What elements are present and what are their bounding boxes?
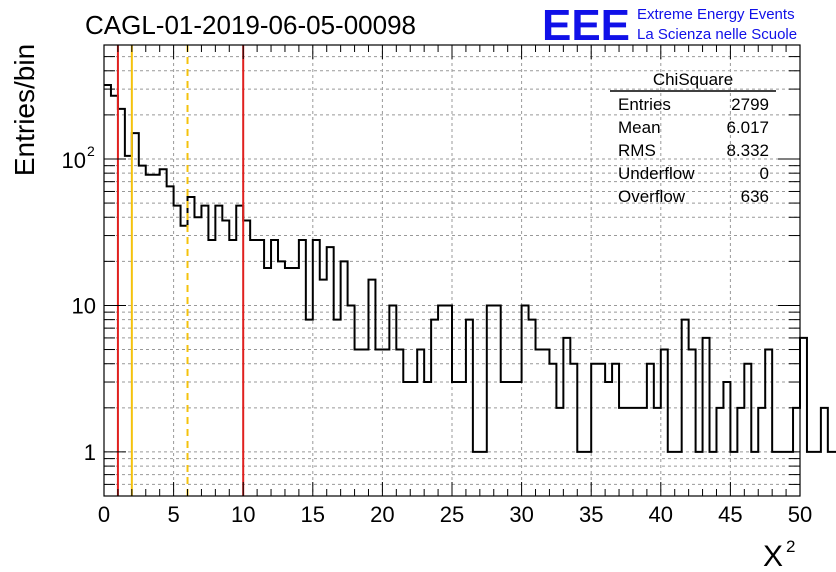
stats-row-label: RMS bbox=[618, 141, 656, 160]
stats-box: ChiSquare Entries 2799 Mean 6.017 RMS 8.332 Un… bbox=[610, 70, 776, 206]
logo-line1: Extreme Energy Events bbox=[637, 6, 795, 23]
stats-row-label: Underflow bbox=[618, 164, 695, 183]
x-tick-label: 45 bbox=[718, 502, 742, 527]
stats-row-label: Overflow bbox=[618, 187, 686, 206]
chart-title: CAGL-01-2019-06-05-00098 bbox=[85, 10, 416, 40]
stats-row-label: Mean bbox=[618, 118, 661, 137]
x-axis-label-superscript: 2 bbox=[786, 537, 795, 556]
x-tick-label: 0 bbox=[98, 502, 110, 527]
x-tick-label: 50 bbox=[788, 502, 812, 527]
x-tick-label: 30 bbox=[509, 502, 533, 527]
y-tick-label: 10 bbox=[62, 148, 86, 173]
y-axis-label: Entries/bin bbox=[9, 44, 40, 176]
x-axis: 0 5 10 15 20 25 30 35 40 45 50 bbox=[98, 45, 812, 527]
x-axis-label: X bbox=[763, 540, 783, 572]
x-tick-label: 15 bbox=[301, 502, 325, 527]
logo-mark: EEE bbox=[542, 1, 630, 50]
histogram-bars bbox=[104, 83, 836, 453]
stats-row-value: 636 bbox=[741, 187, 769, 206]
x-tick-label: 10 bbox=[231, 502, 255, 527]
x-tick-label: 40 bbox=[649, 502, 673, 527]
y-tick-label: 1 bbox=[84, 440, 96, 465]
eee-logo: EEE Extreme Energy Events La Scienza nel… bbox=[542, 1, 797, 50]
y-tick-label-exponent: 2 bbox=[87, 143, 95, 159]
stats-row-value: 6.017 bbox=[726, 118, 769, 137]
x-tick-label: 35 bbox=[579, 502, 603, 527]
x-tick-label: 5 bbox=[167, 502, 179, 527]
logo-line2: La Scienza nelle Scuole bbox=[637, 26, 797, 43]
histogram-outline bbox=[104, 83, 836, 453]
x-tick-label: 25 bbox=[440, 502, 464, 527]
stats-row-value: 0 bbox=[760, 164, 769, 183]
stats-row-value: 2799 bbox=[731, 95, 769, 114]
reference-lines bbox=[116, 45, 245, 496]
stats-row-label: Entries bbox=[618, 95, 671, 114]
stats-row-value: 8.332 bbox=[726, 141, 769, 160]
x-tick-label: 20 bbox=[370, 502, 394, 527]
y-tick-label: 10 bbox=[72, 293, 96, 318]
stats-name: ChiSquare bbox=[653, 70, 733, 89]
